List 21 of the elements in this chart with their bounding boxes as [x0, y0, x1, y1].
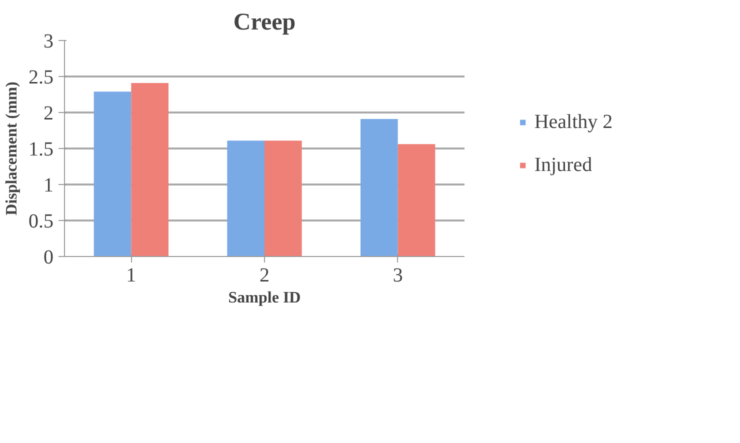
bar — [131, 82, 168, 256]
x-tick-label: 3 — [392, 264, 403, 286]
chart-title: Creep — [233, 10, 296, 36]
bar — [264, 140, 302, 256]
y-tick-label: 2 — [44, 102, 54, 124]
legend-label: Healthy 2 — [534, 110, 613, 134]
y-tick-label: 1 — [44, 174, 54, 196]
y-tick-label: 0 — [44, 246, 54, 268]
y-tick-label: 1.5 — [28, 138, 54, 160]
x-tick-label: 1 — [126, 264, 136, 286]
x-axis-title: Sample ID — [228, 290, 301, 306]
y-tick-label: 3 — [44, 30, 54, 52]
y-tick-label: 2.5 — [28, 66, 54, 88]
legend-label: Injured — [534, 154, 592, 176]
bar — [360, 118, 398, 256]
bar — [398, 144, 436, 256]
bar — [94, 92, 132, 256]
x-tick-label: 2 — [260, 264, 270, 286]
y-tick-label: 0.5 — [28, 210, 54, 232]
y-axis-title: Displacement (mm) — [4, 82, 20, 216]
bar — [227, 140, 264, 256]
